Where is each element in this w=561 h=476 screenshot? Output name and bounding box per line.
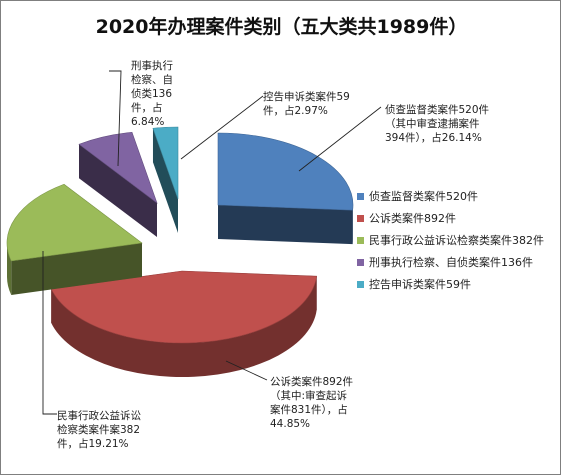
legend-item-5: 控告申诉类案件59件 [357, 277, 561, 299]
legend-item-3: 民事行政公益诉讼检察类案件382件 [357, 233, 561, 255]
legend-label: 侦查监督类案件520件 [369, 190, 478, 203]
leader-line-4 [109, 70, 122, 167]
leader-line-1 [298, 106, 382, 172]
legend-swatch [357, 193, 364, 200]
data-label-1: 侦查监督类案件520件（其中审查逮捕案件 394件），占26.14% [385, 103, 489, 144]
legend-label: 公诉类案件892件 [369, 212, 456, 225]
pie-slice-3 [6, 183, 143, 295]
chart-title: 2020年办理案件类别（五大类共1989件） [95, 16, 468, 38]
legend-label: 刑事执行检察、自侦类案件136件 [369, 256, 533, 269]
leader-line-3 [42, 251, 57, 415]
legend-swatch [357, 259, 364, 266]
legend-swatch [357, 215, 364, 222]
data-label-2: 公诉类案件892件（其中:审查起诉案件831件），占 44.85% [270, 375, 353, 430]
legend-swatch [357, 281, 364, 288]
data-label-5: 控告申诉类案件59 件，占2.97% [263, 90, 350, 117]
pie-slice-4 [78, 131, 158, 237]
legend-item-1: 侦查监督类案件520件 [357, 189, 561, 211]
leader-line-2 [225, 360, 268, 381]
pie-slice-1 [217, 132, 354, 245]
pie-slice-5 [152, 126, 179, 233]
leader-line-5 [180, 95, 264, 160]
data-label-3: 民事行政公益诉讼检察类案件案382 件，占19.21% [57, 409, 141, 450]
data-label-4: 刑事执行检察、自侦类136 件，占 6.84% [131, 59, 173, 128]
pie-slice-2 [50, 270, 317, 377]
legend-swatch [357, 237, 364, 244]
legend-item-4: 刑事执行检察、自侦类案件136件 [357, 255, 561, 277]
legend-item-2: 公诉类案件892件 [357, 211, 561, 233]
legend: 侦查监督类案件520件 公诉类案件892件民事行政公益诉讼检察类案件382件 刑事执… [357, 189, 561, 299]
legend-label: 控告申诉类案件59件 [369, 278, 471, 291]
legend-label: 民事行政公益诉讼检察类案件382件 [369, 234, 544, 247]
